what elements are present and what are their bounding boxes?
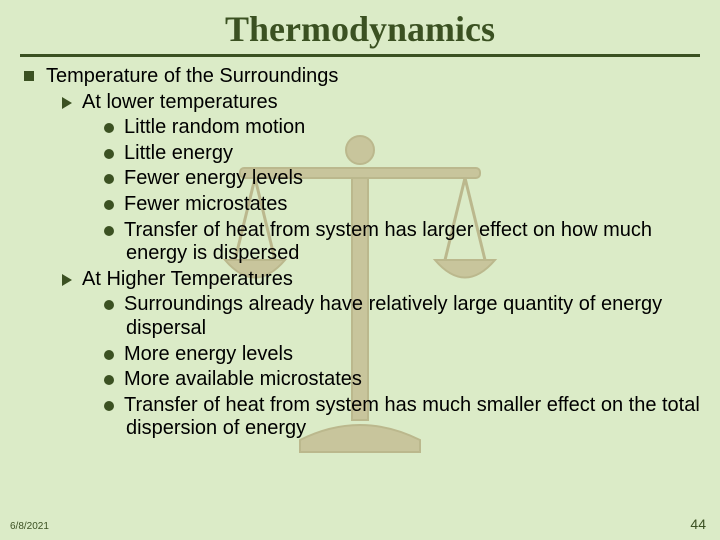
dot-bullet-icon <box>104 401 114 411</box>
slide-number: 44 <box>690 516 706 532</box>
subheading-text: At lower temperatures <box>82 91 278 113</box>
triangle-bullet-icon <box>62 97 72 109</box>
dot-bullet-icon <box>104 226 114 236</box>
list-item: Fewer microstates <box>104 193 700 217</box>
item-text: Little energy <box>124 142 233 164</box>
dot-bullet-icon <box>104 300 114 310</box>
footer-date: 6/8/2021 <box>10 521 49 532</box>
dot-bullet-icon <box>104 200 114 210</box>
dot-bullet-icon <box>104 375 114 385</box>
square-bullet-icon <box>24 71 34 81</box>
slide-body: Temperature of the Surroundings At lower… <box>20 65 700 441</box>
list-item: At Higher Temperatures <box>62 268 700 292</box>
item-text: Fewer microstates <box>124 193 287 215</box>
slide-title: Thermodynamics <box>20 8 700 57</box>
subheading-text: At Higher Temperatures <box>82 268 293 290</box>
list-item: Transfer of heat from system has much sm… <box>104 394 700 441</box>
dot-bullet-icon <box>104 149 114 159</box>
item-text: Transfer of heat from system has larger … <box>124 219 652 265</box>
item-text: More available microstates <box>124 368 362 390</box>
list-item: More energy levels <box>104 343 700 367</box>
item-text: Transfer of heat from system has much sm… <box>124 394 700 440</box>
item-text: More energy levels <box>124 343 293 365</box>
list-item: Little random motion <box>104 116 700 140</box>
dot-bullet-icon <box>104 350 114 360</box>
heading-text: Temperature of the Surroundings <box>46 65 338 87</box>
slide-content: Thermodynamics Temperature of the Surrou… <box>0 0 720 540</box>
item-text: Fewer energy levels <box>124 167 303 189</box>
slide: Thermodynamics Temperature of the Surrou… <box>0 0 720 540</box>
list-item: At lower temperatures <box>62 91 700 115</box>
item-text: Little random motion <box>124 116 305 138</box>
dot-bullet-icon <box>104 123 114 133</box>
triangle-bullet-icon <box>62 274 72 286</box>
list-item: Fewer energy levels <box>104 167 700 191</box>
list-item: More available microstates <box>104 368 700 392</box>
list-item: Temperature of the Surroundings <box>24 65 700 89</box>
list-item: Surroundings already have relatively lar… <box>104 293 700 340</box>
dot-bullet-icon <box>104 174 114 184</box>
item-text: Surroundings already have relatively lar… <box>124 293 662 339</box>
list-item: Transfer of heat from system has larger … <box>104 219 700 266</box>
list-item: Little energy <box>104 142 700 166</box>
